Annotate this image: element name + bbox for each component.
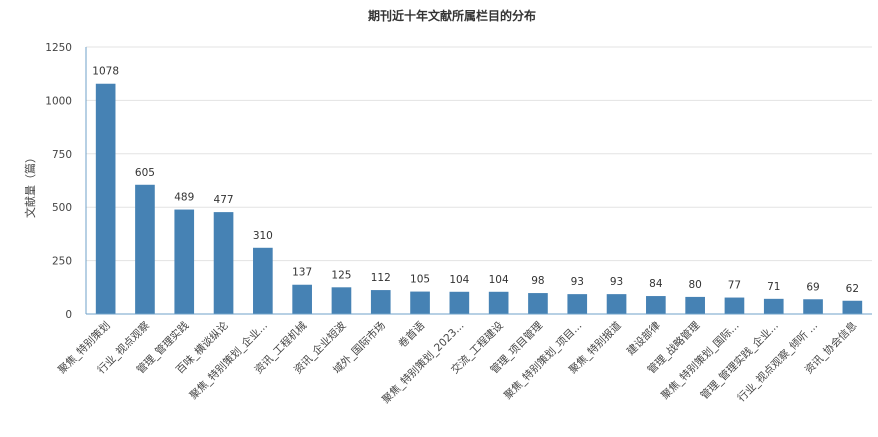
data-label: 77 — [728, 280, 741, 292]
x-tick-label: 聚焦_特别策划_项目... — [501, 319, 584, 402]
gridlines — [86, 46, 872, 262]
y-tick-label: 500 — [52, 202, 72, 214]
bar[interactable] — [410, 291, 430, 314]
bar[interactable] — [646, 296, 666, 314]
y-tick-label: 1250 — [45, 42, 72, 54]
y-tick-label: 0 — [65, 309, 72, 321]
x-tick-label: 聚焦_特别策划_国际... — [658, 319, 741, 402]
data-label: 112 — [371, 272, 391, 284]
x-tick-label: 建设部律 — [624, 319, 663, 358]
data-label: 84 — [649, 278, 663, 290]
y-tick-label: 1000 — [45, 95, 72, 107]
data-labels: 1078 605 489 477 310 137 125 112 105 104 104 98 93 93… — [92, 66, 859, 295]
chart-title: 期刊近十年文献所属栏目的分布 — [368, 8, 536, 23]
data-label: 69 — [806, 281, 819, 293]
data-label: 125 — [331, 269, 351, 281]
data-label: 489 — [174, 192, 194, 204]
bar[interactable] — [95, 83, 116, 314]
data-label: 105 — [410, 274, 430, 286]
x-tick-label: 管理_管理实践_企业... — [698, 319, 781, 402]
data-label: 93 — [610, 276, 623, 288]
bar[interactable] — [763, 298, 784, 314]
data-label: 71 — [767, 281, 780, 293]
bar[interactable] — [331, 287, 352, 314]
bar[interactable] — [449, 291, 470, 314]
bar[interactable] — [488, 291, 509, 314]
bars — [95, 83, 863, 314]
data-label: 104 — [449, 274, 469, 286]
data-label: 477 — [214, 194, 234, 206]
bar[interactable] — [724, 297, 745, 314]
data-label: 310 — [253, 230, 273, 242]
bar[interactable] — [606, 294, 627, 314]
data-label: 98 — [531, 275, 544, 287]
bar[interactable] — [803, 299, 823, 314]
bar[interactable] — [370, 290, 391, 314]
x-tick-label: 聚焦_特别策划_企业... — [187, 319, 270, 402]
x-tick-label: 行业_视点观察_倾听 ... — [735, 319, 820, 404]
x-axis-ticks: 聚焦_特别策划行业_视点观察管理_管理实践百味_横谈纵论聚焦_特别策划_企业..… — [55, 319, 859, 406]
y-tick-label: 250 — [52, 256, 72, 268]
data-label: 93 — [571, 276, 584, 288]
data-label: 80 — [688, 279, 701, 291]
bar[interactable] — [567, 294, 588, 314]
x-tick-label: 卷首语 — [396, 319, 428, 351]
bar[interactable] — [213, 212, 234, 314]
bar[interactable] — [528, 293, 548, 314]
data-label: 104 — [489, 274, 509, 286]
y-axis-ticks: 0 250 500 750 1000 1250 — [45, 42, 72, 321]
data-label: 137 — [292, 267, 312, 279]
bar[interactable] — [842, 300, 863, 314]
data-label: 1078 — [92, 66, 119, 78]
y-tick-label: 750 — [52, 149, 72, 161]
data-label: 62 — [846, 283, 859, 295]
bar[interactable] — [135, 184, 155, 314]
bar[interactable] — [292, 284, 312, 314]
bar[interactable] — [253, 247, 273, 314]
data-label: 605 — [135, 167, 155, 179]
bar[interactable] — [685, 296, 705, 314]
y-axis-label: 文献量（篇） — [23, 152, 37, 218]
bar[interactable] — [174, 209, 195, 314]
